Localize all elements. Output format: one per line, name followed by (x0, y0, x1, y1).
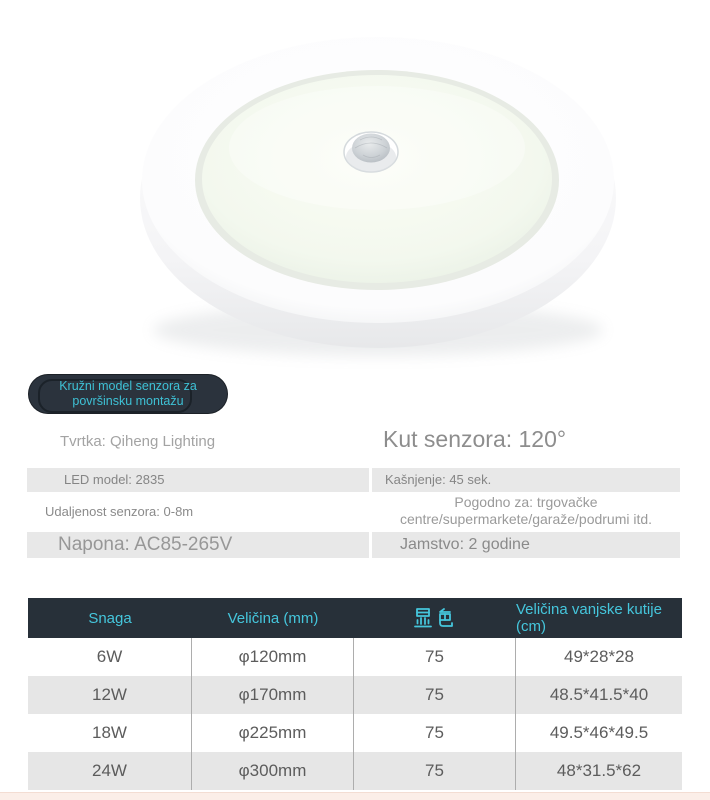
table-row: 18W φ225mm 75 49.5*46*49.5 (28, 714, 682, 752)
cell-size: φ170mm (192, 676, 354, 714)
cell-box: 49.5*46*49.5 (549, 723, 649, 742)
cell-power: 12W (28, 676, 192, 714)
spec-sensor-angle: Kut senzora: 120° (383, 426, 567, 452)
spec-warranty: Jamstvo: 2 godine (400, 536, 530, 553)
cell-cri: 75 (354, 676, 516, 714)
column-header-power: Snaga (88, 609, 132, 627)
sensor-model-badge: Kružni model senzora za površinsku monta… (28, 374, 228, 414)
cell-cri: 75 (354, 752, 516, 790)
cell-power: 18W (28, 714, 192, 752)
cell-size: φ225mm (192, 714, 354, 752)
spec-suitable-for: Pogodno za: trgovačke centre/supermarket… (372, 494, 680, 528)
cell-box: 49*28*28 (564, 647, 634, 666)
product-photo-led-panel-light (140, 37, 616, 356)
next-section-edge (0, 792, 710, 800)
column-header-outer-box-size: Veličina vanjske kutije (cm) (516, 601, 662, 635)
pir-sensor-dome (352, 133, 390, 163)
cell-power: 6W (28, 638, 192, 676)
cjk-display-color-icon (414, 608, 453, 628)
dome-facet-lines (354, 136, 388, 158)
column-header-size: Veličina (mm) (227, 609, 319, 627)
spec-suitable-line-1: Pogodno za: trgovačke (454, 494, 598, 510)
cell-size: φ120mm (192, 638, 354, 676)
table-row: 12W φ170mm 75 48.5*41.5*40 (28, 676, 682, 714)
spec-company: Tvrtka: Qiheng Lighting (60, 433, 216, 450)
badge-inner-outline (38, 379, 192, 413)
size-options-table: Snaga Veličina (mm) Veličina vanjsk (28, 598, 682, 790)
table-header-row: Snaga Veličina (mm) Veličina vanjsk (28, 598, 682, 638)
cell-box: 48.5*41.5*40 (549, 685, 649, 704)
spec-band-delay (372, 468, 680, 492)
spec-sensor-distance: Udaljenost senzora: 0-8m (45, 504, 194, 519)
spec-band-voltage (27, 532, 369, 558)
diffuser-panel (202, 75, 552, 283)
spec-suitable-line-2: centre/supermarkete/garaže/podrumi itd. (399, 511, 653, 527)
table-row: 6W φ120mm 75 49*28*28 (28, 638, 682, 676)
badge-line-2: površinsku montažu (72, 394, 184, 408)
spec-band-warranty (372, 532, 680, 558)
cell-power: 24W (28, 752, 192, 790)
cell-cri: 75 (354, 714, 516, 752)
spec-delay: Kašnjenje: 45 sek. (385, 472, 492, 487)
spec-voltage: Napona: AC85-265V (58, 534, 233, 555)
column-header-display-color (354, 607, 516, 629)
spec-led-model: LED model: 2835 (64, 472, 165, 487)
cell-cri: 75 (354, 638, 516, 676)
cell-box: 48*31.5*62 (556, 761, 642, 780)
cell-size: φ300mm (192, 752, 354, 790)
spec-band-led-model (27, 468, 369, 492)
badge-line-1: Kružni model senzora za (59, 379, 197, 393)
table-row: 24W φ300mm 75 48*31.5*62 (28, 752, 682, 790)
